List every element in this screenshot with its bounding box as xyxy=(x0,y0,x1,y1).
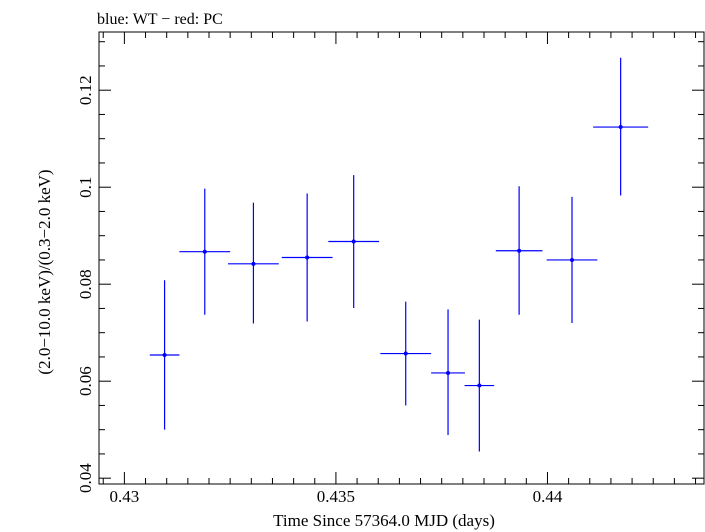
data-point xyxy=(546,196,598,323)
data-marker xyxy=(446,370,451,375)
data-marker xyxy=(251,261,256,266)
axis-ticks xyxy=(99,32,704,484)
x-tick-label: 0.43 xyxy=(110,487,140,506)
data-point xyxy=(464,319,495,452)
y-tick-label: 0.1 xyxy=(76,177,95,198)
data-marker xyxy=(351,239,356,244)
data-marker xyxy=(570,257,574,262)
data-point xyxy=(179,188,231,315)
data-marker xyxy=(162,352,167,357)
data-point xyxy=(281,193,333,322)
data-point xyxy=(593,57,649,196)
axis-tick-labels: 0.43 0.435 0.44 0.04 0.06 0.08 0.1 0.12 xyxy=(76,75,563,506)
data-point xyxy=(431,309,465,436)
data-point xyxy=(149,280,180,430)
plot-frame xyxy=(98,31,705,485)
data-point xyxy=(380,301,432,406)
x-tick-label: 0.44 xyxy=(533,487,563,506)
y-tick-label: 0.12 xyxy=(76,75,95,105)
data-marker xyxy=(477,383,482,388)
data-marker xyxy=(403,351,408,356)
data-marker xyxy=(202,249,207,254)
y-tick-label: 0.08 xyxy=(76,269,95,299)
data-point xyxy=(228,202,279,324)
data-points xyxy=(149,57,649,452)
x-tick-label: 0.435 xyxy=(317,487,355,506)
chart-title: blue: WT − red: PC xyxy=(97,11,223,28)
y-tick-label: 0.06 xyxy=(76,366,95,396)
y-tick-label: 0.04 xyxy=(76,463,95,493)
x-axis-label: Time Since 57364.0 MJD (days) xyxy=(273,511,495,530)
data-marker xyxy=(618,125,623,130)
y-axis-label: (2.0−10.0 keV)/(0.3−2.0 keV) xyxy=(35,169,54,374)
data-marker xyxy=(517,248,522,253)
data-point xyxy=(328,175,380,308)
data-marker xyxy=(305,255,310,260)
data-point xyxy=(495,186,543,315)
